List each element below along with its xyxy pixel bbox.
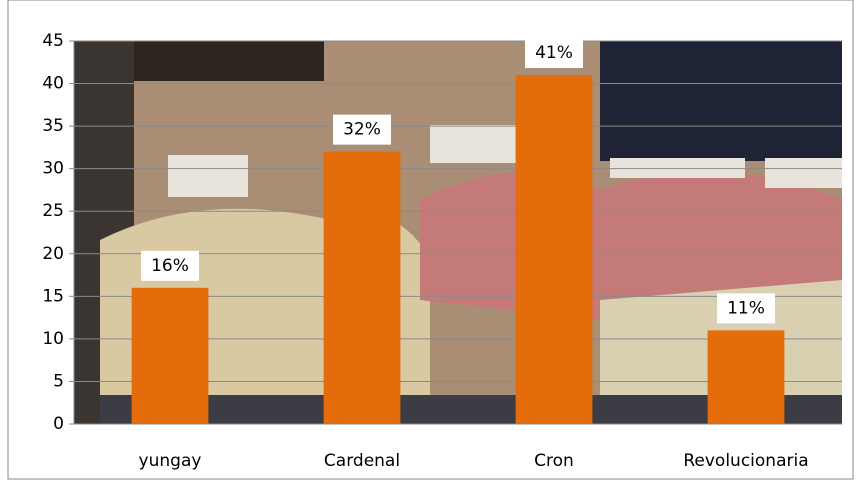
data-label-box [717,293,775,324]
y-tick-label: 30 [42,159,64,179]
x-tick-label: Cron [534,451,574,471]
data-label: 32% [343,120,381,140]
x-tick-label: Cardenal [324,451,400,471]
y-tick-label: 0 [53,414,64,434]
data-label: 11% [727,298,765,318]
y-tick-label: 45 [42,31,64,51]
data-label-box [333,114,391,145]
bar [131,287,209,424]
y-tick-label: 15 [42,286,64,306]
data-label: 41% [535,43,573,63]
bar [515,75,593,425]
y-tick-label: 35 [42,116,64,136]
y-tick-label: 5 [53,371,64,391]
data-label-box [525,38,583,69]
data-label-box [141,250,199,281]
photo-sign [168,155,248,197]
x-tick-label: Revolucionaria [683,451,808,471]
bar [707,330,785,424]
y-tick-label: 25 [42,201,64,221]
bar [323,151,401,424]
x-tick-label: yungay [139,451,202,471]
photo-sign [430,125,522,163]
data-label: 16% [151,256,189,276]
y-tick-label: 40 [42,74,64,94]
photo-shadow [600,41,842,161]
y-tick-label: 10 [42,329,64,349]
photo-sign [765,158,842,188]
y-tick-label: 20 [42,244,64,264]
photo-sign [610,158,745,178]
